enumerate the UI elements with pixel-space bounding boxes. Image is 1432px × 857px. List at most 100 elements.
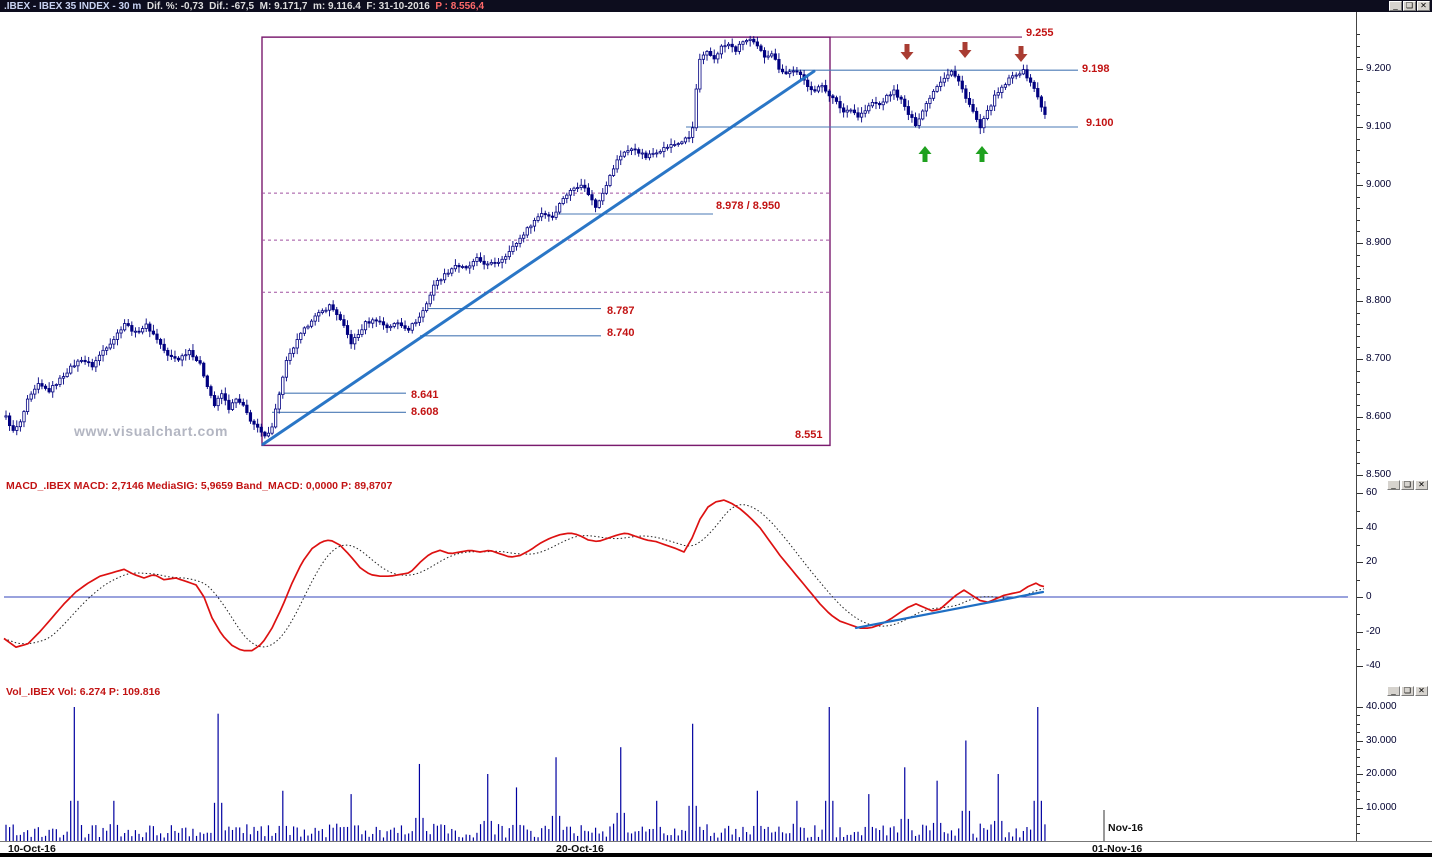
axis-tick-label: 20.000 [1366,768,1397,779]
axis-tick [1357,301,1363,302]
axis-tick [1357,277,1360,279]
close-button[interactable]: ✕ [1415,686,1428,696]
titlebar-segment: 30 m [118,0,147,12]
axis-tick-label: 8.800 [1366,295,1392,306]
axis-tick [1357,757,1360,759]
buy-arrow-icon [918,146,932,162]
close-button[interactable]: ✕ [1415,480,1428,490]
volume-y-axis[interactable]: 40.000 30.000 20.000 10.000 [1356,684,1432,841]
axis-tick [1357,417,1363,418]
minimize-button[interactable]: _ [1387,480,1400,490]
axis-tick [1357,832,1360,834]
date-axis[interactable]: 10-Oct-16 20-Oct-16 01-Nov-16 [0,841,1432,855]
restore-button[interactable]: ❏ [1401,686,1414,696]
axis-tick [1357,723,1360,725]
axis-tick [1357,92,1360,94]
titlebar-segment: .IBEX - IBEX 35 INDEX - [4,0,119,12]
axis-tick [1357,799,1360,801]
titlebar-segment: F: 31-10-2016 [366,0,436,12]
restore-button[interactable]: ❏ [1401,480,1414,490]
titlebar-segment: M: 9.171,7 [259,0,314,12]
axis-tick [1357,219,1360,221]
axis-tick [1357,173,1360,175]
axis-tick [1357,324,1360,326]
axis-tick [1357,824,1360,826]
axis-tick [1357,312,1360,314]
macd-y-axis[interactable]: 60 40 20 0 -20 -40 [1356,478,1432,684]
axis-tick [1357,335,1360,337]
volume-chart[interactable] [0,684,1356,841]
macd-chart[interactable] [0,478,1356,684]
axis-tick-label: 8.500 [1366,469,1392,480]
axis-tick [1357,138,1360,140]
titlebar-segment: Dif. %: -0,73 [146,0,210,12]
axis-tick [1357,370,1360,372]
axis-tick [1357,748,1360,750]
axis-tick [1357,150,1360,152]
axis-tick [1357,266,1360,268]
axis-tick-label: 30.000 [1366,734,1397,746]
macd-header: MACD_.IBEX MACD: 2,7146 MediaSIG: 5,9659… [6,480,393,492]
axis-tick [1357,790,1360,792]
titlebar: .IBEX - IBEX 35 INDEX - 30 m Dif. %: -0,… [0,0,1432,12]
minimize-button[interactable]: _ [1387,686,1400,696]
axis-tick-label: 9.200 [1366,63,1392,74]
axis-tick [1357,597,1363,598]
date-label: 20-Oct-16 [556,843,604,855]
axis-tick [1357,196,1360,198]
axis-tick [1357,648,1360,650]
axis-tick [1357,562,1363,564]
axis-tick [1357,666,1363,668]
axis-tick [1357,807,1363,809]
axis-tick-label: 40.000 [1366,701,1397,712]
axis-tick [1357,740,1363,742]
axis-tick [1357,254,1360,256]
axis-tick-label: -40 [1366,660,1381,672]
window-controls-volume: _ ❏ ✕ [1387,686,1428,696]
axis-tick [1357,815,1360,817]
axis-tick [1357,185,1363,186]
axis-tick [1357,405,1360,407]
axis-tick [1357,382,1360,384]
axis-tick [1357,161,1360,163]
date-label: 10-Oct-16 [8,843,56,855]
date-label: 01-Nov-16 [1092,843,1143,855]
axis-tick [1357,69,1363,70]
axis-tick [1357,451,1360,453]
price-chart[interactable] [0,12,1356,478]
axis-tick [1357,579,1360,581]
axis-tick [1357,208,1360,210]
axis-tick [1357,765,1360,767]
axis-tick [1357,715,1360,717]
bottom-bar [0,853,1432,857]
watermark: www.visualchart.com [74,423,229,439]
month-label: Nov-16 [1108,822,1144,834]
axis-tick-label: 9.100 [1366,121,1392,132]
axis-tick [1357,34,1360,36]
axis-tick [1357,45,1360,47]
close-button[interactable]: ✕ [1417,1,1430,11]
restore-button[interactable]: ❏ [1403,1,1416,11]
axis-tick [1357,231,1360,233]
price-y-axis[interactable]: 9.200 9.100 9.000 8.900 8.800 8.700 8.600 8.500 [1356,12,1432,480]
axis-tick [1357,475,1363,476]
axis-tick [1357,289,1360,291]
axis-tick [1357,440,1360,442]
axis-tick [1357,774,1363,775]
axis-tick [1357,243,1363,244]
axis-tick [1357,614,1360,616]
axis-tick [1357,707,1363,708]
axis-tick [1357,115,1360,117]
titlebar-segment: Dif.: -67,5 [209,0,260,12]
axis-tick [1357,631,1363,633]
minimize-button[interactable]: _ [1389,1,1402,11]
axis-tick-label: 60 [1366,487,1378,499]
axis-tick-label: 8.600 [1366,411,1392,422]
axis-tick [1357,493,1363,495]
axis-tick [1357,527,1363,529]
axis-tick-label: 40 [1366,521,1378,533]
axis-tick [1357,127,1363,128]
axis-tick [1357,732,1360,734]
axis-tick-label: 10.000 [1366,801,1397,813]
